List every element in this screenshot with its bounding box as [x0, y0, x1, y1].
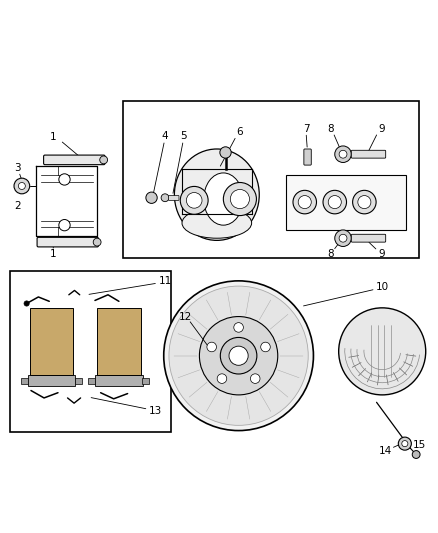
Circle shape [339, 235, 347, 242]
Circle shape [412, 450, 420, 458]
Ellipse shape [182, 208, 252, 238]
Circle shape [339, 308, 426, 395]
Text: 11: 11 [159, 276, 173, 286]
Circle shape [14, 178, 30, 194]
Circle shape [328, 196, 341, 208]
Circle shape [199, 317, 278, 395]
FancyBboxPatch shape [37, 237, 99, 247]
FancyBboxPatch shape [304, 149, 311, 165]
Circle shape [251, 374, 260, 383]
Circle shape [353, 190, 376, 214]
Circle shape [230, 189, 250, 208]
Circle shape [59, 174, 70, 185]
Text: 8: 8 [327, 249, 334, 260]
Circle shape [24, 301, 29, 306]
Circle shape [100, 156, 108, 164]
FancyBboxPatch shape [351, 150, 386, 158]
Circle shape [339, 150, 347, 158]
Text: 4: 4 [161, 131, 168, 141]
Circle shape [261, 342, 270, 352]
Bar [142, 378, 149, 384]
FancyBboxPatch shape [169, 196, 179, 200]
Text: 2: 2 [14, 200, 21, 211]
Circle shape [402, 441, 408, 447]
Text: 6: 6 [237, 127, 243, 138]
Circle shape [217, 374, 227, 383]
Circle shape [93, 238, 101, 246]
Bar [21, 378, 28, 384]
Circle shape [207, 342, 216, 352]
Text: 12: 12 [178, 312, 192, 321]
Text: 13: 13 [149, 406, 162, 416]
FancyBboxPatch shape [44, 155, 105, 165]
Bar [28, 375, 75, 386]
Bar [75, 378, 82, 384]
Circle shape [335, 230, 351, 246]
Text: 15: 15 [413, 440, 426, 450]
Bar [88, 378, 95, 384]
Bar [95, 375, 143, 386]
Text: 8: 8 [327, 124, 334, 134]
Circle shape [18, 182, 25, 189]
Circle shape [298, 196, 311, 208]
Circle shape [164, 281, 314, 431]
Text: 7: 7 [303, 124, 309, 134]
Circle shape [220, 147, 231, 158]
Circle shape [146, 192, 157, 204]
FancyBboxPatch shape [351, 235, 386, 242]
Text: 1: 1 [49, 132, 56, 142]
Circle shape [229, 346, 248, 365]
Circle shape [398, 437, 411, 450]
Circle shape [169, 286, 308, 425]
Bar [286, 175, 406, 230]
Circle shape [161, 194, 169, 201]
Bar [10, 271, 171, 432]
Circle shape [59, 220, 70, 231]
Circle shape [335, 146, 351, 163]
Circle shape [220, 337, 257, 374]
Text: 9: 9 [378, 249, 385, 260]
Circle shape [223, 182, 256, 215]
Text: 3: 3 [14, 163, 21, 173]
Bar [30, 308, 73, 375]
Circle shape [323, 190, 346, 214]
Circle shape [186, 192, 202, 208]
Text: 14: 14 [378, 446, 392, 456]
Ellipse shape [174, 149, 259, 240]
Text: 9: 9 [378, 124, 385, 134]
Text: 10: 10 [376, 281, 389, 292]
Text: 1: 1 [49, 249, 56, 260]
Bar [97, 308, 141, 375]
Ellipse shape [204, 173, 243, 225]
Bar [123, 101, 419, 258]
Circle shape [293, 190, 317, 214]
Circle shape [358, 196, 371, 208]
Circle shape [234, 322, 244, 332]
Text: 5: 5 [180, 131, 187, 141]
Circle shape [180, 187, 208, 214]
